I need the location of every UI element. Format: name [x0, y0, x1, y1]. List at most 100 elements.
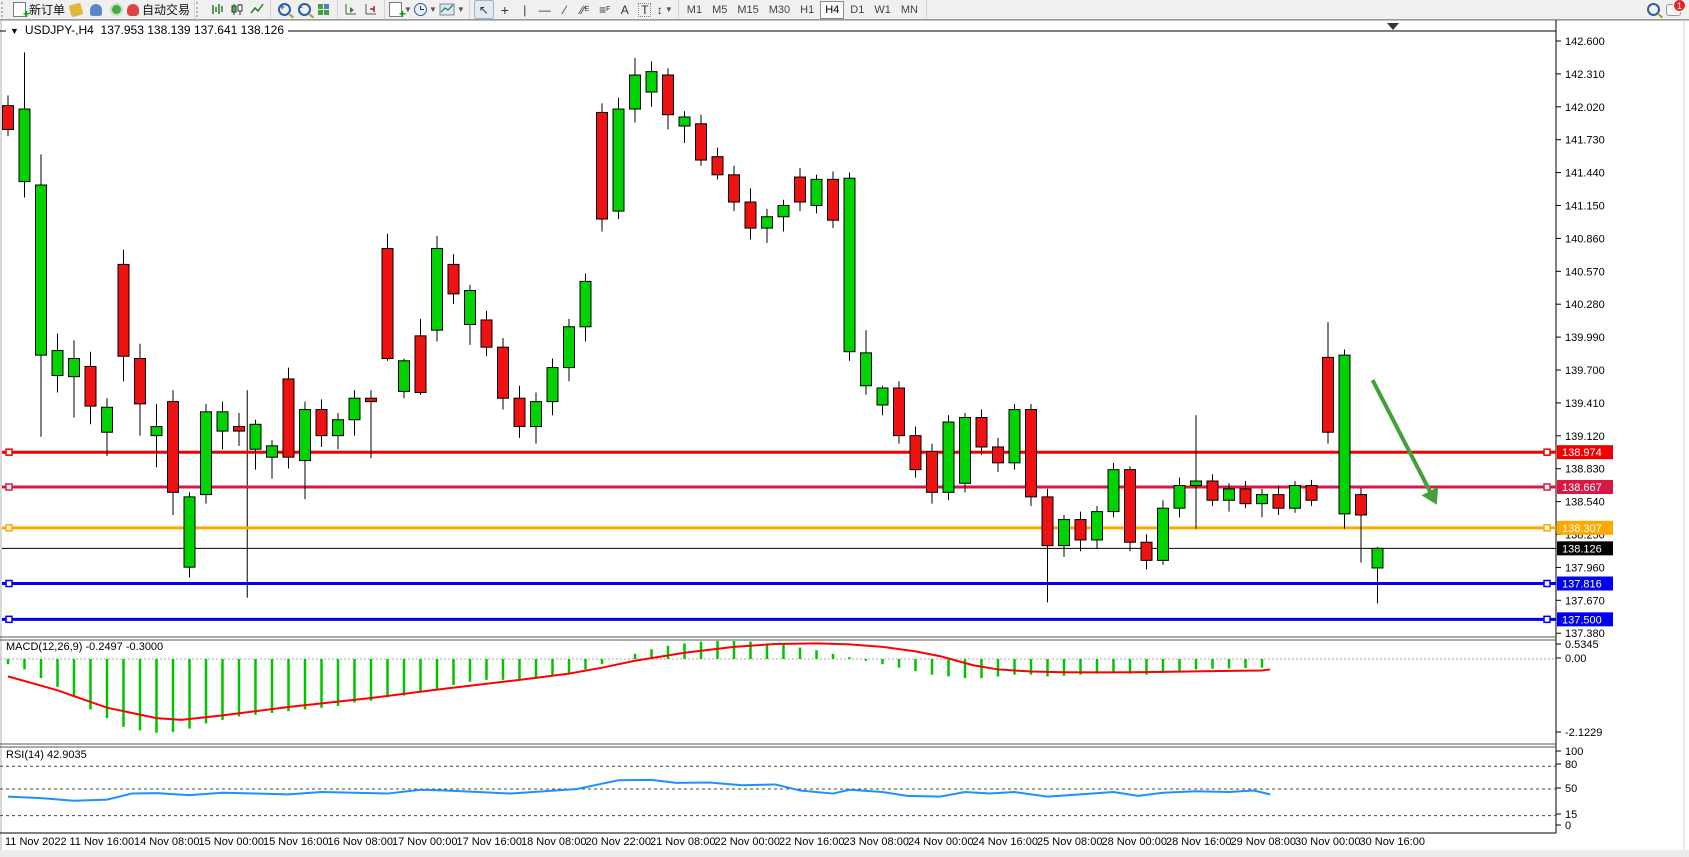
trendline-tool-button[interactable]: ∕ — [556, 1, 574, 18]
candlestick — [497, 346, 509, 399]
arrow-line[interactable] — [1370, 379, 1435, 497]
timeframe-m30[interactable]: M30 — [768, 3, 791, 16]
line-chart-type-button[interactable] — [248, 1, 266, 18]
candlestick — [216, 411, 229, 432]
candlestick — [282, 378, 295, 458]
candlestick — [992, 446, 1004, 464]
candlestick — [728, 174, 740, 203]
price-flag — [1557, 480, 1613, 495]
timeframe-h1[interactable]: H1 — [800, 3, 815, 16]
line-handle[interactable] — [1543, 448, 1551, 456]
candlestick — [612, 108, 625, 212]
tile-windows-button[interactable] — [315, 1, 333, 18]
chart-symbol-title[interactable]: ▼ USDJPY-,H4 137.953 138.139 137.641 138.… — [6, 23, 289, 37]
search-button[interactable] — [1644, 1, 1662, 18]
candlestick — [1107, 469, 1120, 513]
fibonacci-tool-button[interactable]: ≡ F — [599, 2, 611, 17]
time-axis-label: 24 Nov 00:00 — [908, 836, 973, 848]
main-toolbar: 新订单 自动交易 + - ▼ ▼ ▼ ↖ + — [0, 0, 1689, 21]
candlestick — [1305, 485, 1318, 501]
price-axis-label: 139.120 — [1565, 431, 1605, 443]
line-handle[interactable] — [5, 615, 13, 624]
indicators-icon — [389, 2, 406, 21]
new-order-button[interactable]: 新订单 — [13, 1, 65, 21]
time-axis-label: 21 Nov 08:00 — [650, 836, 715, 848]
candlestick — [1338, 354, 1351, 515]
shapes-tool-button[interactable]: ↕ ▼ — [656, 1, 674, 18]
timeframe-w1[interactable]: W1 — [874, 3, 891, 16]
hline-tool-button[interactable]: — — [536, 1, 554, 18]
indicators-button[interactable]: ▼ — [389, 1, 412, 21]
timeframe-d1[interactable]: D1 — [850, 3, 865, 16]
templates-button[interactable]: ▼ — [439, 1, 465, 18]
label-icon: T — [638, 2, 652, 17]
timeframe-m5[interactable]: M5 — [712, 3, 728, 16]
line-handle[interactable] — [5, 579, 13, 588]
line-handle[interactable] — [5, 483, 13, 491]
candlestick — [365, 397, 377, 403]
price-axis-label: 137.670 — [1565, 595, 1605, 607]
bar-chart-type-button[interactable] — [208, 1, 226, 18]
price-axis-label: 138.540 — [1565, 497, 1605, 509]
toolbar-grip[interactable] — [1, 2, 8, 17]
time-axis-label: 20 Nov 22:00 — [586, 836, 651, 848]
zoom-in-icon: + — [277, 2, 291, 16]
timeframe-h4[interactable]: H4 — [820, 0, 845, 19]
zoom-in-button[interactable]: + — [275, 1, 293, 18]
price-axis-label: 142.600 — [1565, 36, 1605, 48]
channel-tool-button[interactable]: ∕∕ E — [580, 2, 590, 17]
line-handle[interactable] — [1543, 615, 1551, 624]
autotrade-label: 自动交易 — [142, 3, 191, 17]
time-axis-label: 28 Nov 00:00 — [1102, 836, 1167, 848]
chat-button[interactable]: 1 — [1664, 0, 1686, 18]
candlestick — [431, 248, 443, 331]
line-handle[interactable] — [1543, 524, 1551, 532]
text-tool-button[interactable]: A — [616, 1, 634, 18]
periods-button[interactable]: ▼ — [413, 1, 437, 18]
chart-trade-button[interactable] — [67, 1, 85, 18]
tile-windows-icon — [318, 3, 330, 16]
candlestick — [332, 419, 344, 437]
timeframe-mn[interactable]: MN — [900, 3, 918, 16]
new-order-icon — [13, 2, 30, 21]
price-axis-label: 139.700 — [1565, 365, 1605, 377]
line-handle[interactable] — [5, 524, 13, 532]
timeframe-m15[interactable]: M15 — [737, 3, 759, 16]
candlestick — [1272, 494, 1285, 509]
candlestick — [1322, 356, 1334, 433]
label-tool-button[interactable]: T — [636, 1, 654, 18]
rsi-axis-label: 100 — [1565, 746, 1583, 758]
timeframe-m1[interactable]: M1 — [686, 3, 703, 16]
candlestick — [1041, 496, 1054, 547]
toolbar-grip[interactable] — [196, 2, 203, 17]
line-handle[interactable] — [1543, 579, 1551, 588]
vline-tool-button[interactable]: | — [516, 1, 534, 18]
candlestick — [167, 401, 179, 493]
macd-axis-label: -2.1229 — [1565, 727, 1602, 739]
candlestick — [777, 204, 790, 218]
bar-chart-icon — [212, 4, 223, 14]
fibonacci-icon: ≡ — [599, 2, 607, 17]
time-axis-label: 11 Nov 16:00 — [70, 836, 135, 848]
signals-button[interactable] — [107, 1, 125, 18]
arrow-head-icon[interactable] — [1421, 486, 1439, 505]
line-handle[interactable] — [5, 448, 13, 456]
contacts-button[interactable] — [87, 1, 105, 18]
candlestick — [860, 352, 872, 387]
time-axis-label: 16 Nov 08:00 — [328, 836, 393, 848]
cursor-tool-button[interactable]: ↖ — [473, 0, 494, 19]
line-handle[interactable] — [1543, 483, 1551, 491]
crosshair-tool-button[interactable]: + — [496, 1, 514, 18]
candle-chart-type-button[interactable] — [228, 1, 246, 18]
chart-shift-button[interactable] — [362, 1, 380, 18]
zoom-out-button[interactable]: - — [295, 1, 313, 18]
candlestick — [662, 74, 674, 116]
clock-icon — [413, 3, 427, 16]
auto-scroll-button[interactable] — [342, 1, 360, 18]
chart-shift-marker[interactable] — [1387, 23, 1399, 30]
vertical-line-icon: | — [523, 2, 527, 17]
candlestick — [233, 426, 245, 432]
candlestick — [942, 421, 955, 493]
autotrade-button[interactable]: 自动交易 — [127, 1, 190, 18]
